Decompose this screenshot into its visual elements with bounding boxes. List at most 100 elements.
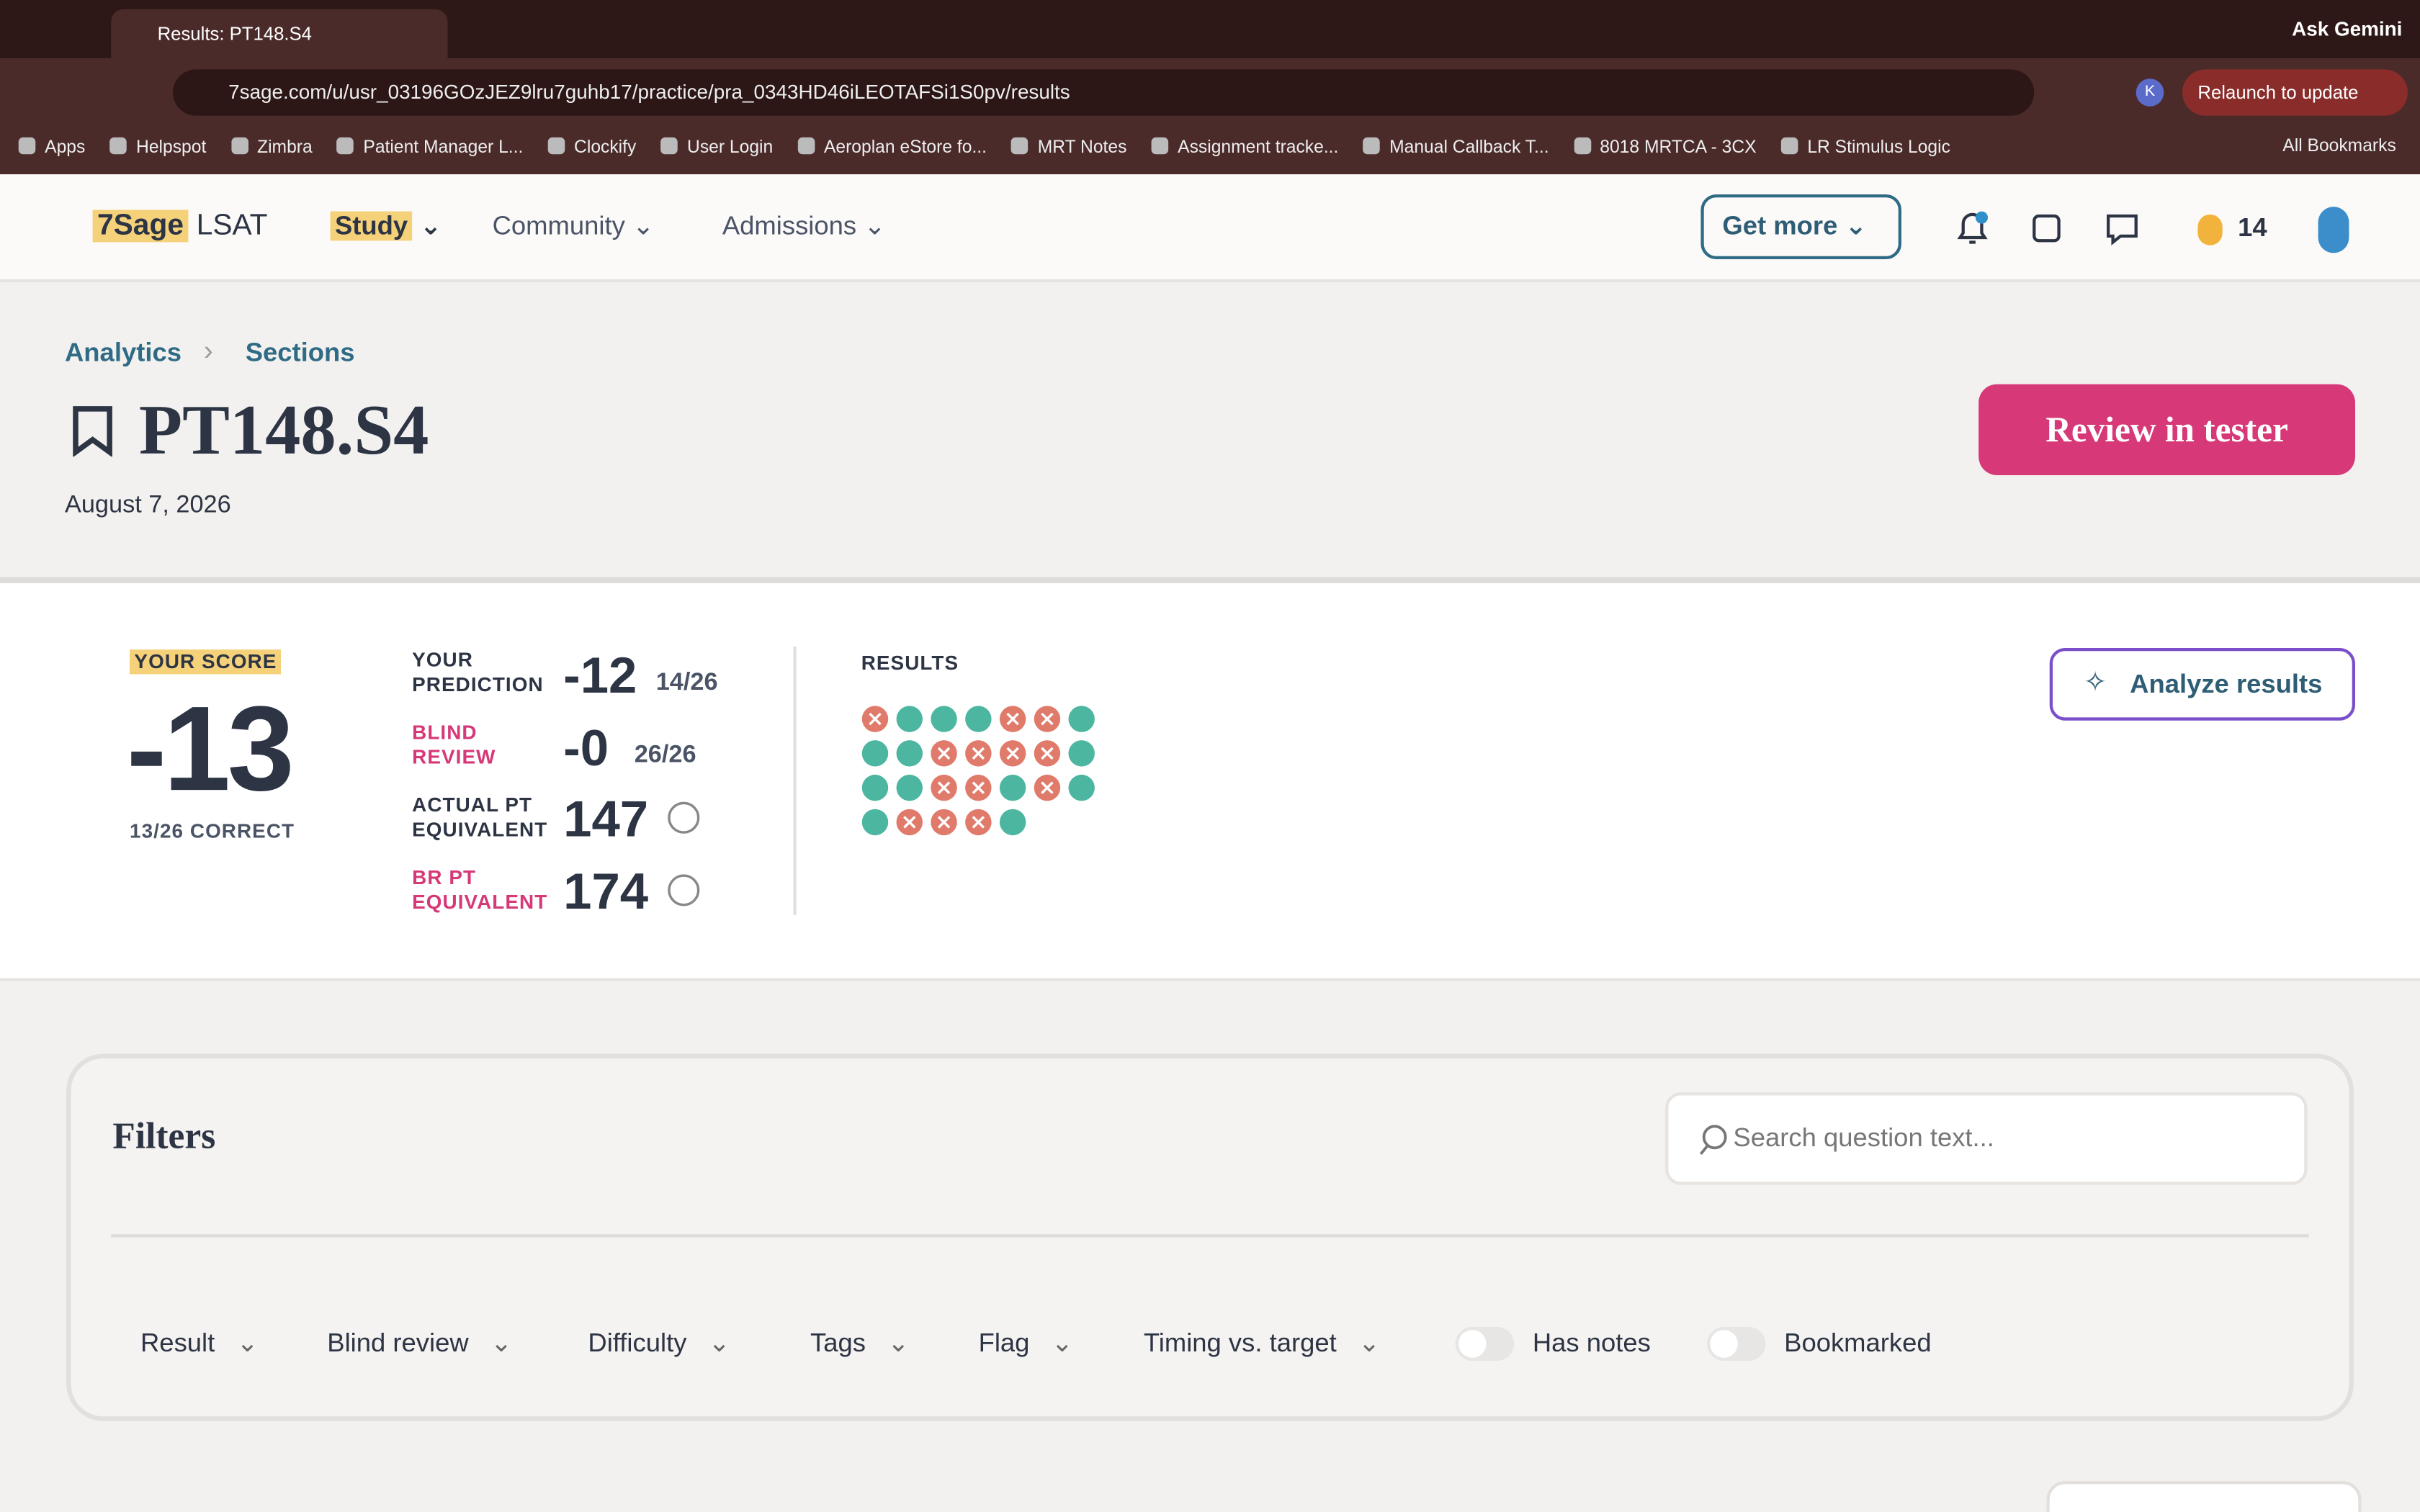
result-correct [1068,740,1095,767]
filter-dropdown[interactable]: Timing vs. target [1144,1328,1380,1359]
result-incorrect [896,809,923,836]
profile[interactable]: K [2136,78,2164,107]
review-button[interactable]: Review in tester [1978,384,2355,475]
get-more-label: Get more [1722,211,1838,241]
filter-dropdown[interactable]: Flag [979,1328,1073,1359]
toggle-label: Has notes [1532,1328,1651,1358]
nav-item[interactable]: Admissions ⌄ [722,211,886,241]
panel-edge [2046,1481,2362,1512]
all-bookmarks[interactable]: All Bookmarks [2282,137,2396,156]
filters-title: Filters [112,1117,216,1158]
bookmark[interactable]: Helpspot [110,138,206,158]
result-correct [861,740,889,767]
analyze-button[interactable]: Analyze results [2049,648,2355,721]
result-incorrect [931,740,957,767]
search-input[interactable]: Search question text... [1665,1092,2308,1185]
breadcrumb[interactable]: Analytics [65,338,182,367]
result-correct [1068,774,1095,801]
stat-detail: 26/26 [634,742,696,769]
tab[interactable]: Results: PT148.S4 [111,9,448,59]
bookmark[interactable]: Manual Callback T... [1363,138,1549,158]
result-incorrect [931,774,957,801]
result-correct [896,774,923,801]
breadcrumb[interactable]: Sections [245,338,355,367]
nav-item[interactable]: Community ⌄ [492,211,655,241]
get-more-button[interactable]: Get more ⌄ [1700,194,1901,259]
toggle-label: Bookmarked [1784,1328,1932,1358]
streak-icon [2197,214,2223,246]
bookmark[interactable]: Assignment tracke... [1152,138,1338,158]
result-correct [861,774,889,801]
bookmark[interactable]: Aeroplan eStore fo... [798,138,987,158]
filter-dropdown[interactable]: Tags [810,1328,910,1359]
result-correct [999,809,1026,836]
stat-label: BLIND REVIEW [412,720,496,769]
streak: 14 [2238,212,2267,243]
result-correct [999,774,1026,801]
results-title: RESULTS [861,651,959,675]
result-correct [965,706,992,732]
ask-gemini[interactable]: Ask Gemini [2292,17,2403,40]
score-value: -13 [126,680,295,816]
filter-dropdown[interactable]: Blind review [327,1328,512,1359]
toggle[interactable] [1455,1326,1515,1361]
logo-text: 7Sage [92,210,189,243]
bookmark[interactable]: User Login [661,138,773,158]
bookmark-icon[interactable] [71,404,117,457]
nav-label: Admissions [722,211,857,241]
nav-icons[interactable] [1954,210,2155,246]
results-grid [861,706,1095,836]
result-correct [896,706,923,732]
stat-value: -0 [563,719,609,776]
avatar[interactable] [2318,207,2349,253]
stat-label: YOUR PREDICTION [412,648,544,696]
result-correct [1068,706,1095,732]
page-title: PT148.S4 [138,390,429,469]
date: August 7, 2026 [65,492,231,518]
score-card [0,577,2420,981]
result-incorrect [999,740,1026,767]
stat-value: -12 [563,646,637,704]
filter-dropdown[interactable]: Difficulty [588,1328,730,1359]
result-incorrect [1034,740,1061,767]
filter-dropdown[interactable]: Result [140,1328,259,1359]
divider [793,646,797,915]
relaunch-button[interactable]: Relaunch to update [2182,69,2408,116]
toggle[interactable] [1707,1326,1766,1361]
stat-value: 174 [563,862,649,920]
bookmark[interactable]: Zimbra [231,138,313,158]
result-incorrect [931,809,957,836]
bookmark[interactable]: Clockify [548,138,636,158]
bookmark[interactable]: 8018 MRTCA - 3CX [1574,138,1756,158]
stat-detail: 14/26 [655,670,718,696]
help-icons[interactable] [667,801,704,909]
result-incorrect [861,706,889,732]
separator [111,1234,2309,1238]
stat-value: 147 [563,790,649,847]
result-correct [861,809,889,836]
result-incorrect [1034,706,1061,732]
address-bar[interactable]: 7sage.com/u/usr_03196GOzJEZ9lru7guhb17/p… [173,69,2035,116]
nav-item[interactable]: Study [330,211,413,241]
result-incorrect [965,774,992,801]
correct-count: 13/26 CORRECT [130,819,295,842]
result-incorrect [999,706,1026,732]
result-incorrect [965,740,992,767]
score-label: YOUR SCORE [130,649,282,675]
result-correct [896,740,923,767]
bookmark[interactable]: Apps [19,138,85,158]
breadcrumb-separator: › [203,335,213,366]
bookmarks-bar: Apps Helpspot Zimbra Patient Manager L... Cl… [19,138,1950,158]
result-incorrect [965,809,992,836]
nav-label: Community [492,211,625,241]
bookmark[interactable]: MRT Notes [1011,138,1127,158]
logo-suffix: LSAT [196,210,268,243]
result-incorrect [1034,774,1061,801]
logo[interactable]: 7Sage LSAT [92,210,268,243]
bookmark[interactable]: Patient Manager L... [337,138,523,158]
bookmark[interactable]: LR Stimulus Logic [1781,138,1950,158]
stat-label: BR PT EQUIVALENT [412,865,548,914]
result-correct [931,706,957,732]
